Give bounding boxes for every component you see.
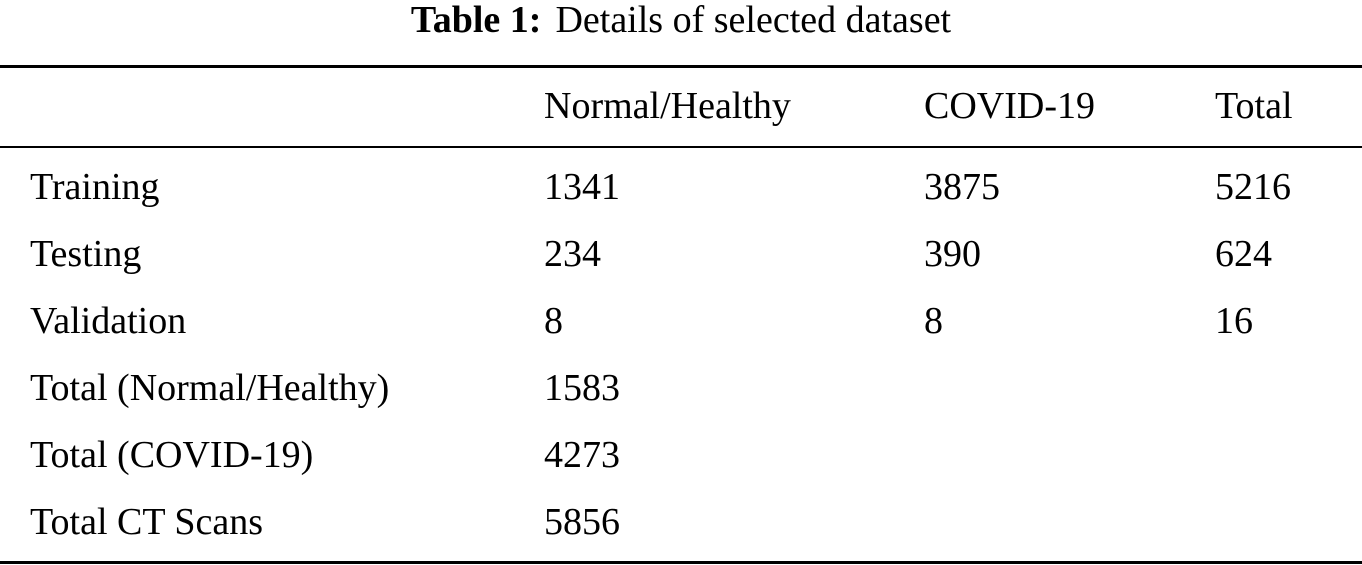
table-cell: 8 [544, 300, 563, 342]
table-caption: Table 1: Details of selected dataset [0, 0, 1362, 40]
table-cell: 1583 [544, 367, 620, 409]
table-cell: 5216 [1215, 166, 1291, 208]
row-label: Training [30, 166, 160, 208]
header-cell-normal-healthy: Normal/Healthy [544, 85, 791, 127]
table-cell: 5856 [544, 501, 620, 543]
table-cell: 624 [1215, 233, 1272, 275]
caption-label: Table 1: [410, 0, 542, 41]
top-rule [0, 65, 1362, 68]
header-cell-covid-19: COVID-19 [924, 85, 1095, 127]
table-cell: 8 [924, 300, 943, 342]
row-label: Total CT Scans [30, 501, 264, 543]
row-label: Testing [30, 233, 142, 275]
table-cell: 1341 [544, 166, 620, 208]
bottom-rule [0, 561, 1362, 564]
table-cell: 3875 [924, 166, 1000, 208]
row-label: Validation [30, 300, 187, 342]
caption-text: Details of selected dataset [555, 0, 952, 41]
row-label: Total (COVID-19) [30, 434, 314, 476]
row-label: Total (Normal/Healthy) [30, 367, 390, 409]
header-cell-total: Total [1215, 85, 1293, 127]
header-rule [0, 146, 1362, 148]
table-cell: 234 [544, 233, 601, 275]
table-cell: 4273 [544, 434, 620, 476]
table-cell: 16 [1215, 300, 1253, 342]
table-cell: 390 [924, 233, 981, 275]
